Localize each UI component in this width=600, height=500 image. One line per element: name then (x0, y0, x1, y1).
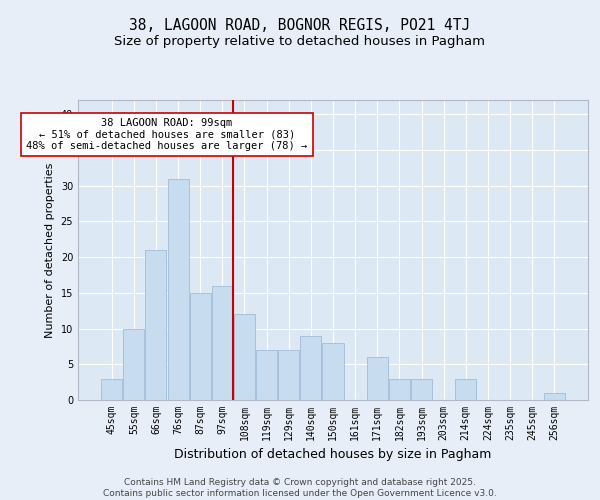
Bar (234, 314, 255, 400)
X-axis label: Distribution of detached houses by size in Pagham: Distribution of detached houses by size … (175, 448, 491, 462)
Bar (301, 336, 322, 400)
Bar (455, 378, 476, 400)
Bar (389, 378, 410, 400)
Bar (544, 393, 565, 400)
Text: 38, LAGOON ROAD, BOGNOR REGIS, PO21 4TJ: 38, LAGOON ROAD, BOGNOR REGIS, PO21 4TJ (130, 18, 470, 32)
Bar (212, 286, 233, 400)
Bar (101, 378, 122, 400)
Bar (145, 250, 166, 400)
Bar (167, 178, 188, 400)
Bar (367, 357, 388, 400)
Bar (190, 293, 211, 400)
Y-axis label: Number of detached properties: Number of detached properties (45, 162, 55, 338)
Text: 38 LAGOON ROAD: 99sqm
← 51% of detached houses are smaller (83)
48% of semi-deta: 38 LAGOON ROAD: 99sqm ← 51% of detached … (26, 118, 308, 151)
Bar (278, 350, 299, 400)
Text: Contains HM Land Registry data © Crown copyright and database right 2025.
Contai: Contains HM Land Registry data © Crown c… (103, 478, 497, 498)
Bar (124, 328, 145, 400)
Bar (411, 378, 432, 400)
Bar (256, 350, 277, 400)
Bar (322, 343, 344, 400)
Text: Size of property relative to detached houses in Pagham: Size of property relative to detached ho… (115, 35, 485, 48)
